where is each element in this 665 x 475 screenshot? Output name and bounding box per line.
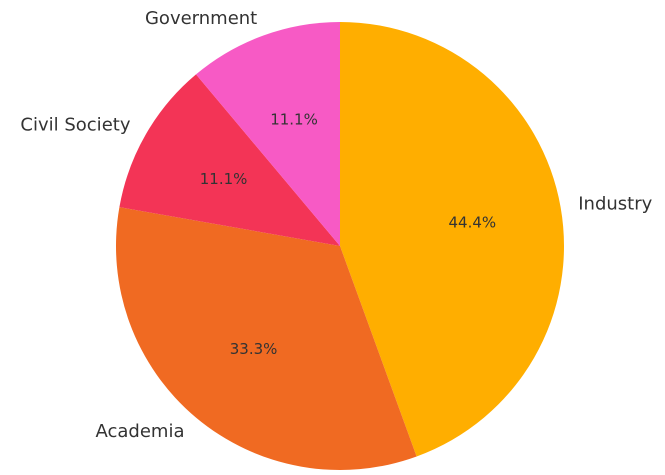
pie-slice-academia [115,207,417,471]
pie-slice-civil-society [119,74,340,247]
percent-label-government: 11.1% [270,111,318,129]
category-label-government: Government [145,8,257,29]
category-label-civil-society: Civil Society [20,115,130,136]
percent-label-civil-society: 11.1% [200,170,248,188]
pie-slice-industry [340,22,565,457]
percent-label-academia: 33.3% [230,340,278,358]
category-label-industry: Industry [578,193,652,214]
category-label-academia: Academia [95,421,184,442]
percent-label-industry: 44.4% [449,214,497,232]
pie-slice-government [196,22,340,246]
